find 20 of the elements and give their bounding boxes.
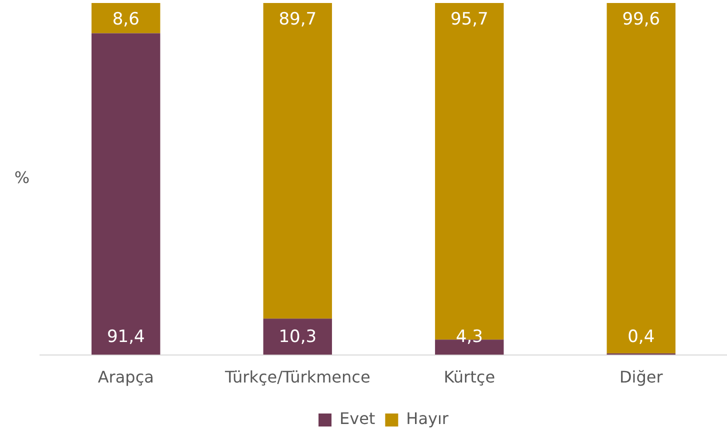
x-tick-label: Arapça: [98, 368, 154, 387]
bar: [263, 318, 332, 355]
data-label: 4,3: [456, 327, 483, 348]
data-label: 95,7: [450, 9, 488, 30]
x-tick-label: Türkçe/Türkmence: [224, 368, 370, 387]
bar: [92, 33, 160, 355]
legend-label: Hayır: [406, 409, 449, 428]
bar: [606, 3, 676, 354]
legend-label: Evet: [339, 409, 376, 428]
data-label: 91,4: [106, 327, 145, 348]
data-label: 89,7: [278, 9, 317, 30]
bar: [92, 3, 160, 34]
data-label: 10,3: [278, 327, 317, 348]
x-tick-label: Kürtçe: [444, 368, 496, 387]
x-tick-label: Diğer: [619, 368, 664, 387]
data-label: 0,4: [628, 327, 655, 348]
data-label: 8,6: [112, 9, 140, 30]
bar: [263, 3, 332, 319]
y-axis-title: %: [14, 168, 30, 188]
data-label: 99,6: [622, 9, 660, 30]
